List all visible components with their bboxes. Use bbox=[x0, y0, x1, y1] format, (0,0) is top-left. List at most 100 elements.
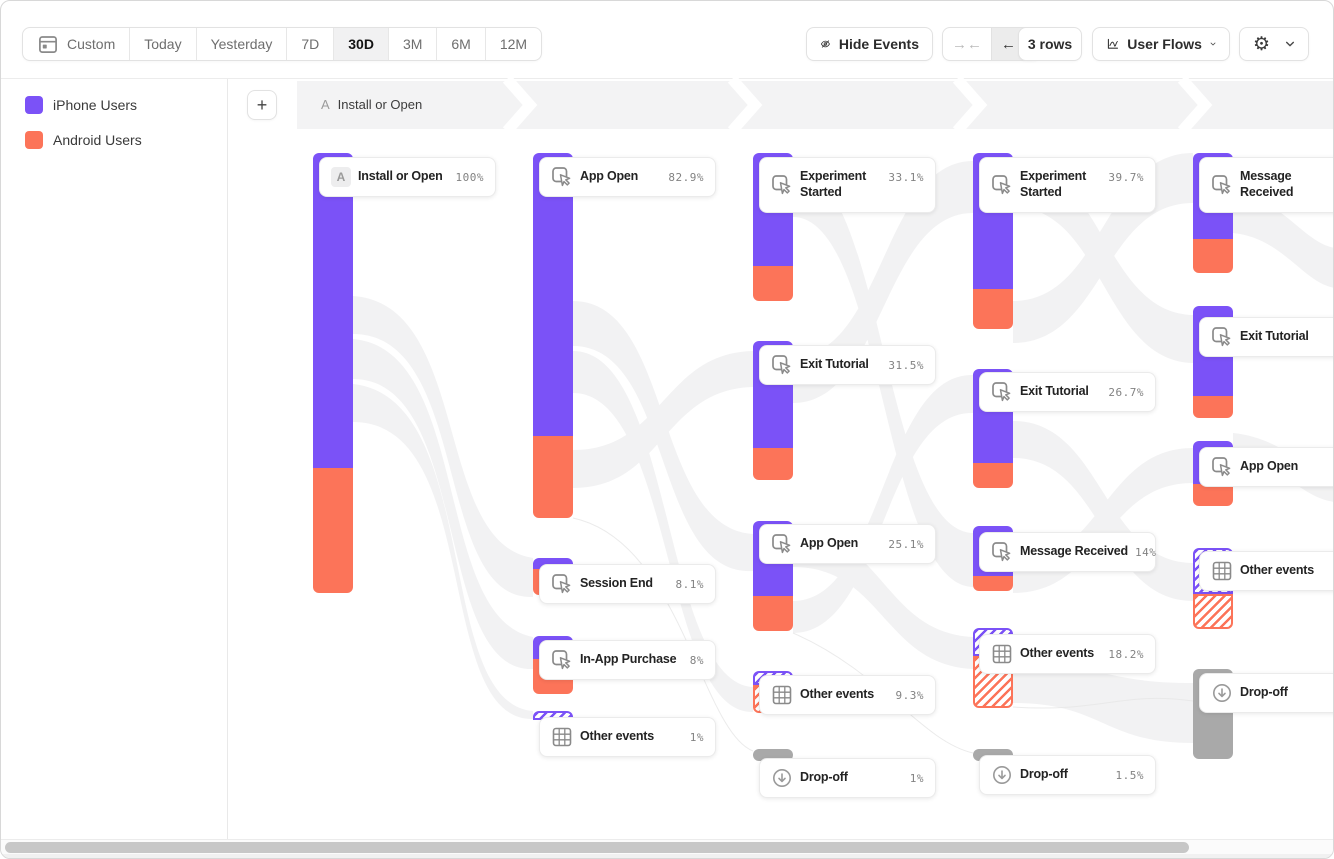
bar-android-hatched[interactable] bbox=[1193, 594, 1233, 629]
flow-node-label: Drop-off bbox=[1240, 685, 1288, 700]
flow-node-drop-off[interactable]: Drop-off bbox=[1199, 673, 1333, 713]
collapse-arrows-icon: →← bbox=[952, 35, 982, 53]
rows-label: 3 rows bbox=[1027, 36, 1073, 52]
rows-button[interactable]: 3 rows bbox=[1018, 27, 1082, 61]
flow-node-label: App Open bbox=[580, 169, 639, 184]
bar-iphone[interactable] bbox=[533, 558, 573, 569]
date-range-label: 6M bbox=[451, 36, 471, 52]
bar-android[interactable] bbox=[753, 596, 793, 631]
bar-android[interactable] bbox=[1193, 484, 1233, 506]
flow-node-pct: 1% bbox=[909, 771, 924, 785]
bottom-divider bbox=[1, 839, 1333, 840]
bar-android[interactable] bbox=[973, 576, 1013, 591]
android-color-swatch bbox=[25, 131, 43, 149]
hide-events-button[interactable]: Hide Events bbox=[806, 27, 933, 61]
date-range-30d-selected[interactable]: 30D bbox=[334, 28, 389, 60]
bar-android[interactable] bbox=[313, 468, 353, 593]
flow-node-session-end[interactable]: Session End 8.1% bbox=[539, 564, 716, 604]
settings-dropdown[interactable]: ⚙ bbox=[1239, 27, 1309, 61]
flow-node-label: Exit Tutorial bbox=[1240, 329, 1309, 344]
step-chevron-icon bbox=[502, 75, 538, 131]
flow-node-label: Experiment Started bbox=[1020, 169, 1087, 199]
date-range-custom[interactable]: Custom bbox=[23, 28, 131, 60]
flow-node-pct: 26.7% bbox=[1108, 385, 1144, 399]
date-range-label: 30D bbox=[348, 36, 374, 52]
flow-node-label: Message Received bbox=[1020, 544, 1128, 559]
step-chevron-icon bbox=[727, 75, 763, 131]
date-range-selector: Custom Today Yesterday 7D 30D 3M 6M 12M bbox=[22, 27, 543, 61]
event-icon bbox=[991, 541, 1013, 563]
flow-node-app-open[interactable]: App Open 82.9% bbox=[539, 157, 716, 197]
event-icon bbox=[991, 174, 1013, 196]
flow-node-label: In-App Purchase bbox=[580, 652, 677, 667]
event-icon bbox=[991, 381, 1013, 403]
flow-node-exit-tutorial[interactable]: Exit Tutorial 26.7% bbox=[979, 372, 1156, 412]
bar-android[interactable] bbox=[1193, 239, 1233, 273]
date-range-7d[interactable]: 7D bbox=[287, 28, 335, 60]
flow-node-message-received[interactable]: Message Received 14% bbox=[979, 532, 1156, 572]
date-range-yesterday[interactable]: Yesterday bbox=[197, 28, 288, 60]
bar-android[interactable] bbox=[753, 266, 793, 301]
bar-android[interactable] bbox=[533, 436, 573, 518]
toolbar-divider bbox=[1, 78, 1333, 79]
flow-node-install-or-open[interactable]: A Install or Open 100% bbox=[319, 157, 496, 197]
flow-node-pct: 8.1% bbox=[675, 577, 704, 591]
flow-node-pct: 1.5% bbox=[1115, 768, 1144, 782]
event-icon bbox=[1211, 456, 1233, 478]
view-type-dropdown[interactable]: User Flows bbox=[1092, 27, 1230, 61]
flow-node-experiment-started[interactable]: Experiment Started 33.1% bbox=[759, 157, 936, 213]
collapse-columns-button[interactable]: →← bbox=[943, 28, 991, 60]
flow-node-other-events[interactable]: Other events bbox=[1199, 551, 1333, 591]
flow-node-in-app-purchase[interactable]: In-App Purchase 8% bbox=[539, 640, 716, 680]
add-step-button[interactable]: + bbox=[247, 90, 277, 120]
flow-node-pct: 9.3% bbox=[895, 688, 924, 702]
flow-node-drop-off[interactable]: Drop-off 1.5% bbox=[979, 755, 1156, 795]
flow-node-exit-tutorial[interactable]: Exit Tutorial 31.5% bbox=[759, 345, 936, 385]
date-range-label: Yesterday bbox=[210, 36, 273, 52]
path-step-1[interactable]: A Install or Open bbox=[321, 97, 422, 112]
grid-icon bbox=[771, 684, 793, 706]
flow-node-label: Other events bbox=[1240, 563, 1315, 578]
flow-node-pct: 25.1% bbox=[888, 537, 924, 551]
flow-node-experiment-started[interactable]: Experiment Started 39.7% bbox=[979, 157, 1156, 213]
flow-node-message-received[interactable]: Message Received bbox=[1199, 157, 1333, 213]
flow-node-other-events[interactable]: Other events 9.3% bbox=[759, 675, 936, 715]
flow-node-pct: 39.7% bbox=[1108, 171, 1144, 184]
flow-node-label: Other events bbox=[580, 729, 655, 744]
date-range-label: Today bbox=[144, 36, 182, 52]
flow-node-other-events[interactable]: Other events 1% bbox=[539, 717, 716, 757]
legend-item-android[interactable]: Android Users bbox=[25, 131, 142, 149]
date-range-12m[interactable]: 12M bbox=[486, 28, 541, 60]
flow-node-label: Message Received bbox=[1240, 169, 1294, 199]
flow-node-label: Install or Open bbox=[358, 169, 443, 184]
plus-icon: + bbox=[256, 94, 268, 115]
grid-icon bbox=[991, 643, 1013, 665]
flow-node-pct: 1% bbox=[689, 730, 704, 744]
bar-android[interactable] bbox=[973, 463, 1013, 488]
flow-node-app-open[interactable]: App Open bbox=[1199, 447, 1333, 487]
date-range-6m[interactable]: 6M bbox=[437, 28, 486, 60]
legend-item-iphone[interactable]: iPhone Users bbox=[25, 96, 137, 114]
bar-android[interactable] bbox=[753, 448, 793, 480]
flow-node-exit-tutorial[interactable]: Exit Tutorial bbox=[1199, 317, 1333, 357]
bar-iphone[interactable] bbox=[533, 153, 573, 436]
bar-android[interactable] bbox=[973, 289, 1013, 329]
bar-iphone[interactable] bbox=[313, 153, 353, 468]
bar-android[interactable] bbox=[1193, 396, 1233, 418]
flow-node-app-open[interactable]: App Open 25.1% bbox=[759, 524, 936, 564]
flow-node-pct: 31.5% bbox=[888, 358, 924, 372]
flow-node-pct: 8% bbox=[689, 653, 704, 667]
flow-node-label: Experiment Started bbox=[800, 169, 867, 199]
event-icon bbox=[771, 354, 793, 376]
date-range-label: Custom bbox=[67, 36, 116, 52]
event-icon bbox=[551, 166, 573, 188]
bottom-strip bbox=[1, 854, 1333, 858]
flow-node-drop-off[interactable]: Drop-off 1% bbox=[759, 758, 936, 798]
horizontal-scrollbar-thumb[interactable] bbox=[5, 842, 1189, 853]
event-icon bbox=[551, 649, 573, 671]
date-range-3m[interactable]: 3M bbox=[389, 28, 438, 60]
flow-node-other-events[interactable]: Other events 18.2% bbox=[979, 634, 1156, 674]
step-chevron-icon bbox=[1177, 75, 1213, 131]
date-range-today[interactable]: Today bbox=[130, 28, 197, 60]
flow-node-label: App Open bbox=[1240, 459, 1299, 474]
